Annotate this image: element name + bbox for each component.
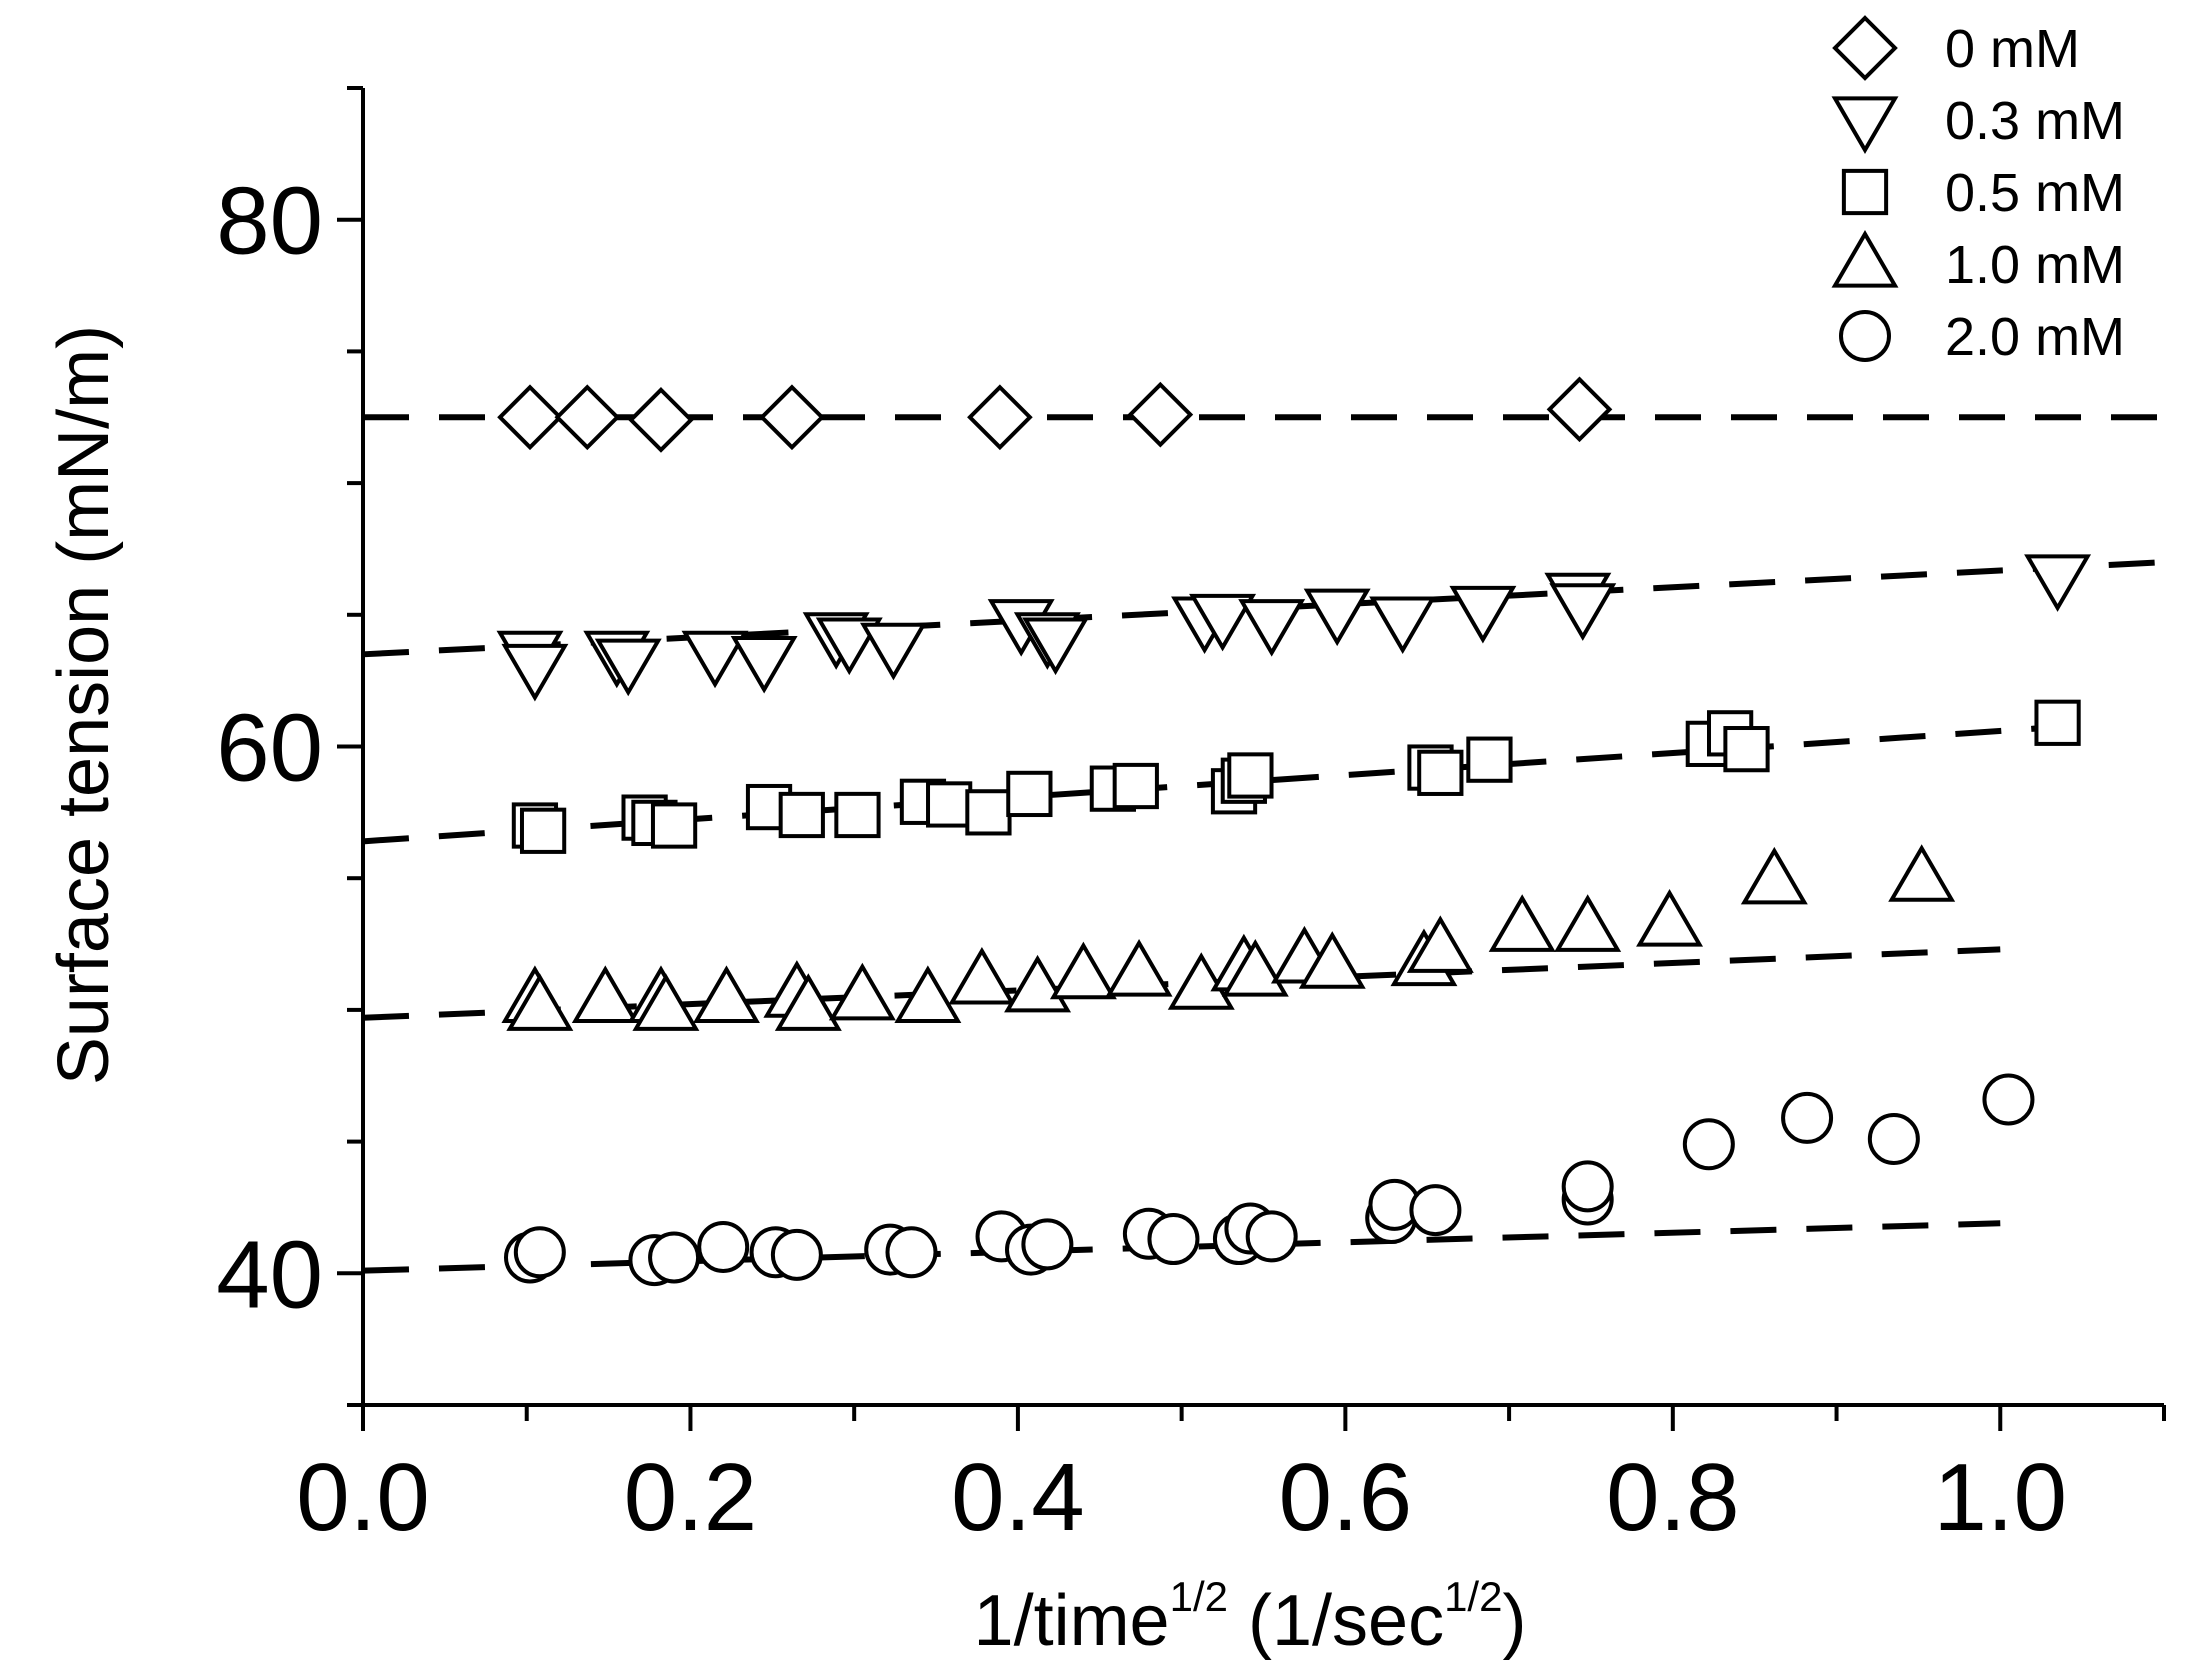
data-point — [1105, 939, 1173, 997]
data-point — [554, 384, 621, 451]
legend: 0 mM 0.3 mM 0.5 mM 1.0 mM 2.0 mM — [1831, 15, 2125, 367]
x-tick-label: 1.0 — [1934, 1444, 2067, 1551]
data-point — [860, 622, 927, 681]
data-point — [759, 384, 825, 451]
data-point — [513, 1226, 566, 1279]
data-point — [501, 643, 569, 702]
data-point — [519, 807, 567, 854]
data-point — [1549, 583, 1617, 641]
data-point — [650, 802, 698, 849]
data-markers — [496, 376, 2092, 1287]
data-point — [730, 635, 798, 694]
data-point — [1303, 588, 1371, 647]
data-point — [2024, 554, 2092, 612]
fit-line — [362, 946, 2001, 1021]
data-point — [1740, 846, 1808, 905]
data-point — [1245, 1210, 1298, 1263]
data-point — [1227, 752, 1274, 799]
data-point — [774, 973, 842, 1031]
data-point — [1369, 596, 1437, 655]
data-point — [1554, 894, 1622, 952]
data-point — [1488, 894, 1556, 952]
x-tick-label: 0.8 — [1606, 1444, 1739, 1551]
data-point — [1982, 1073, 2035, 1126]
data-point — [1238, 599, 1306, 657]
data-point — [1466, 736, 1513, 783]
data-point — [1636, 888, 1704, 947]
legend-label: 0 mM — [1945, 19, 2080, 79]
y-tick-label: 80 — [216, 168, 323, 275]
legend-label: 2.0 mM — [1945, 307, 2125, 367]
data-point — [1888, 844, 1956, 902]
data-point — [967, 384, 1033, 451]
data-point — [1449, 585, 1517, 644]
data-point — [1409, 1184, 1462, 1237]
data-point — [648, 1231, 701, 1284]
data-point — [1022, 617, 1090, 676]
y-tick-label: 60 — [216, 695, 323, 802]
data-point — [681, 630, 749, 689]
data-point — [770, 1228, 823, 1281]
data-point — [1867, 1112, 1920, 1165]
y-tick-label: 40 — [216, 1221, 323, 1328]
legend-label: 1.0 mM — [1945, 235, 2125, 295]
legend-label: 0.5 mM — [1945, 163, 2125, 223]
legend-marker — [1839, 310, 1891, 362]
data-point — [1682, 1118, 1735, 1171]
data-point — [571, 965, 639, 1023]
data-point — [1561, 1160, 1614, 1213]
data-point — [1406, 915, 1474, 973]
data-point — [628, 387, 694, 453]
data-point — [926, 781, 973, 828]
data-point — [2034, 699, 2081, 746]
data-point — [965, 789, 1012, 836]
x-axis-title-exponent: 1/2 — [1170, 1573, 1228, 1620]
x-tick-label: 0.2 — [624, 1444, 757, 1551]
data-point — [1127, 381, 1194, 448]
data-point — [828, 962, 896, 1021]
data-point — [632, 973, 700, 1031]
x-axis-title-exponent: 1/2 — [1444, 1573, 1502, 1620]
data-point — [1546, 376, 1613, 443]
data-point — [815, 617, 883, 676]
x-tick-label: 0.4 — [951, 1444, 1084, 1551]
x-axis-title-part: (1/sec — [1228, 1581, 1444, 1661]
data-point — [885, 1226, 938, 1279]
data-point — [1049, 941, 1117, 1000]
x-axis-title-part: ) — [1502, 1581, 1526, 1661]
data-point — [834, 791, 881, 839]
x-axis-title-part: 1/time — [974, 1581, 1170, 1661]
data-point — [692, 965, 760, 1023]
legend-label: 0.3 mM — [1945, 91, 2125, 151]
chart-axes: 0.0 0.2 0.4 0.6 0.8 1.0 40 60 80 — [216, 86, 2166, 1551]
legend-marker — [1831, 96, 1899, 154]
data-point — [1298, 931, 1366, 989]
data-point — [1112, 762, 1159, 810]
data-point — [1189, 593, 1257, 652]
data-point — [1006, 770, 1053, 818]
data-point — [1417, 749, 1464, 796]
legend-marker — [1832, 15, 1898, 81]
data-point — [1723, 726, 1770, 773]
data-point — [594, 638, 662, 697]
data-point — [1781, 1091, 1834, 1144]
x-tick-label: 0.6 — [1279, 1444, 1412, 1551]
y-axis-title: Surface tension (mN/m) — [44, 325, 124, 1085]
data-point — [1221, 939, 1289, 997]
x-tick-label: 0.0 — [296, 1444, 429, 1551]
data-point — [778, 791, 825, 839]
data-point — [697, 1220, 750, 1273]
data-point — [1021, 1218, 1074, 1271]
data-point — [506, 973, 574, 1031]
data-point — [497, 384, 563, 451]
data-point — [894, 965, 962, 1023]
data-point — [948, 946, 1016, 1005]
legend-marker — [1841, 168, 1889, 216]
x-axis-title: 1/time1/2 (1/sec1/2) — [974, 1573, 1527, 1661]
data-point — [1147, 1213, 1200, 1266]
legend-marker — [1831, 230, 1899, 288]
